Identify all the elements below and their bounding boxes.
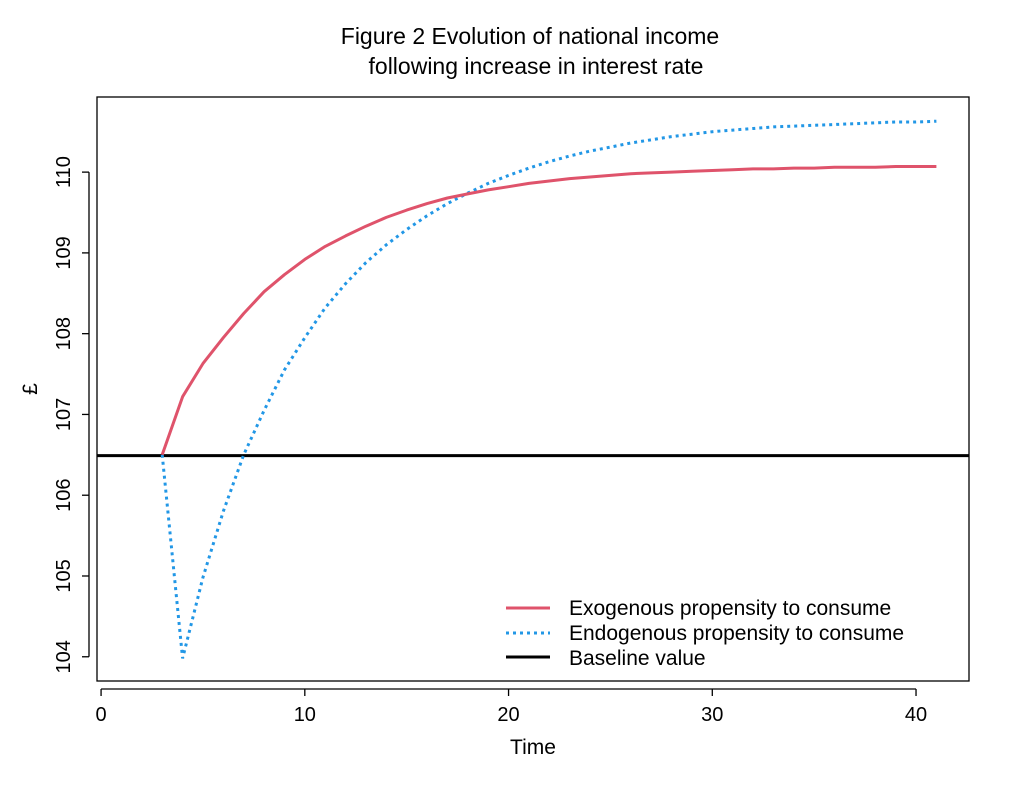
y-tick-label: 107 (53, 398, 75, 431)
x-tick-label: 30 (701, 704, 723, 726)
y-tick-label: 106 (53, 479, 75, 512)
series-layer (97, 119, 969, 659)
legend: Exogenous propensity to consume Endogeno… (506, 597, 904, 670)
y-tick-label: 108 (53, 317, 75, 350)
y-tick-label: 105 (53, 559, 75, 592)
y-tick-label: 104 (53, 640, 75, 673)
chart-title-line1: Figure 2 Evolution of national income (341, 23, 719, 49)
x-axis: 0 10 20 30 40 (96, 688, 927, 726)
y-axis: 104 105 106 107 108 109 110 (53, 156, 90, 673)
legend-label-baseline: Baseline value (569, 647, 706, 670)
x-tick-label: 20 (497, 704, 519, 726)
legend-label-endogenous: Endogenous propensity to consume (569, 622, 904, 645)
series-line-exogenous (160, 165, 937, 456)
chart-title-line2: following increase in interest rate (369, 53, 704, 79)
y-tick-label: 109 (53, 236, 75, 269)
x-tick-label: 10 (294, 704, 316, 726)
x-tick-label: 0 (96, 704, 107, 726)
x-axis-label: Time (510, 736, 556, 759)
legend-label-exogenous: Exogenous propensity to consume (569, 597, 891, 620)
series-line-endogenous (160, 119, 937, 659)
plot-frame (96, 96, 970, 682)
y-tick-label: 110 (53, 156, 75, 188)
x-tick-label: 40 (905, 704, 927, 726)
y-axis-label: £ (19, 383, 42, 395)
